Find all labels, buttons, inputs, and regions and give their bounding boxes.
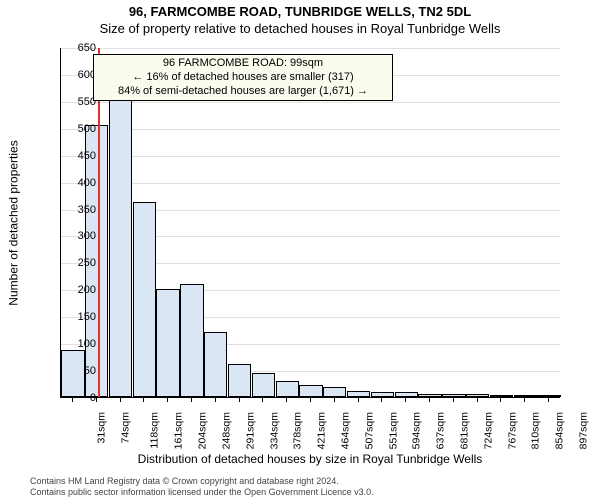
histogram-bar [156,289,179,397]
x-tick-label: 637sqm [435,412,447,449]
x-tick-mark [167,398,168,402]
histogram-bar [180,284,203,397]
x-tick-label: 724sqm [482,412,494,449]
chart-subtitle: Size of property relative to detached ho… [0,19,600,36]
x-tick-mark [477,398,478,402]
x-tick-mark [548,398,549,402]
x-tick-mark [310,398,311,402]
x-tick-mark [429,398,430,402]
y-tick-label: 100 [66,338,96,350]
y-tick-label: 150 [66,311,96,323]
x-tick-label: 551sqm [387,412,399,449]
y-tick-label: 0 [66,392,96,404]
x-tick-label: 378sqm [292,412,304,449]
histogram-bar [442,394,465,397]
callout-line2: ← 16% of detached houses are smaller (31… [100,71,386,85]
x-tick-mark [453,398,454,402]
histogram-bar [299,385,322,397]
callout-line3: 84% of semi-detached houses are larger (… [100,85,386,99]
y-tick-label: 450 [66,150,96,162]
x-tick-mark [215,398,216,402]
y-tick-label: 250 [66,257,96,269]
x-tick-mark [239,398,240,402]
x-tick-mark [405,398,406,402]
x-tick-mark [358,398,359,402]
x-tick-mark [381,398,382,402]
histogram-bar [133,202,156,397]
callout-line1: 96 FARMCOMBE ROAD: 99sqm [100,57,386,71]
gridline [61,156,560,157]
y-tick-label: 300 [66,230,96,242]
x-tick-label: 204sqm [197,412,209,449]
y-tick-label: 50 [66,365,96,377]
attribution: Contains HM Land Registry data © Crown c… [0,476,600,498]
x-tick-label: 810sqm [530,412,542,449]
x-tick-mark [191,398,192,402]
histogram-bar [276,381,299,397]
x-tick-mark [143,398,144,402]
x-tick-label: 594sqm [411,412,423,449]
attribution-line-1: Contains HM Land Registry data © Crown c… [30,476,600,487]
x-tick-mark [500,398,501,402]
histogram-bar [228,364,251,397]
x-tick-label: 897sqm [577,412,589,449]
gridline [61,183,560,184]
y-tick-label: 500 [66,123,96,135]
histogram-bar [418,394,441,397]
x-tick-mark [286,398,287,402]
histogram-bar [514,395,537,397]
property-callout: 96 FARMCOMBE ROAD: 99sqm← 16% of detache… [93,54,393,101]
y-tick-label: 650 [66,42,96,54]
x-tick-label: 334sqm [268,412,280,449]
x-tick-mark [120,398,121,402]
y-tick-label: 600 [66,69,96,81]
x-tick-label: 161sqm [173,412,185,449]
x-tick-label: 681sqm [458,412,470,449]
y-tick-label: 400 [66,177,96,189]
x-tick-mark [72,398,73,402]
x-tick-mark [262,398,263,402]
x-tick-label: 854sqm [554,412,566,449]
histogram-bar [490,395,513,397]
x-tick-mark [524,398,525,402]
x-tick-label: 421sqm [316,412,328,449]
x-tick-label: 291sqm [244,412,256,449]
gridline [61,48,560,49]
histogram-bar [109,98,132,397]
x-tick-label: 507sqm [363,412,375,449]
gridline [61,129,560,130]
histogram-bar [371,392,394,397]
histogram-bar [466,394,489,397]
x-tick-mark [334,398,335,402]
histogram-bar [252,373,275,397]
y-axis-title: Number of detached properties [6,48,22,398]
histogram-bar [323,387,346,397]
gridline [61,102,560,103]
histogram-bar [537,395,560,397]
x-axis-title: Distribution of detached houses by size … [60,452,560,466]
x-tick-label: 248sqm [220,412,232,449]
histogram-bar [204,332,227,397]
attribution-line-2: Contains public sector information licen… [30,487,600,498]
chart-title: 96, FARMCOMBE ROAD, TUNBRIDGE WELLS, TN2… [0,0,600,19]
y-tick-label: 200 [66,284,96,296]
y-tick-label: 550 [66,96,96,108]
x-tick-mark [96,398,97,402]
histogram-bar [347,391,370,397]
x-tick-label: 464sqm [339,412,351,449]
y-tick-label: 350 [66,204,96,216]
x-tick-label: 767sqm [506,412,518,449]
x-tick-label: 31sqm [95,412,107,444]
histogram-bar [395,392,418,397]
x-tick-label: 74sqm [119,412,131,444]
x-tick-label: 118sqm [148,412,160,449]
